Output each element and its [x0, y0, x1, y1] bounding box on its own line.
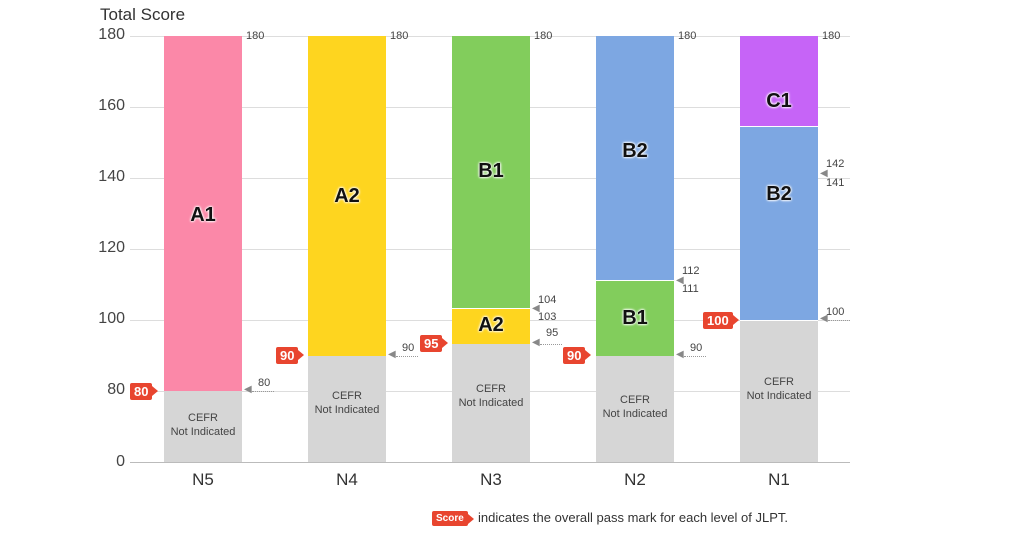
segment-b2: B2	[740, 126, 818, 320]
arrow-left-icon: ◀	[244, 384, 252, 395]
x-label-n4: N4	[336, 470, 358, 489]
segment-label: B2	[766, 183, 792, 205]
mark-n5-bottom: 80	[258, 377, 271, 389]
mark-n1-lower: 141	[826, 177, 845, 189]
x-axis-line	[130, 462, 850, 463]
segment-a1: A1	[164, 36, 242, 391]
segment-label: A1	[190, 204, 216, 226]
x-label-n5: N5	[192, 470, 214, 489]
segment-label: A2	[478, 314, 504, 336]
dotted-leader	[252, 391, 274, 392]
mark-n2-lower: 111	[682, 283, 699, 295]
arrow-left-icon: ◀	[532, 337, 540, 348]
arrow-left-icon: ◀	[532, 303, 540, 314]
cefr-label: CEFR	[332, 390, 362, 402]
cefr-sublabel: Not Indicated	[458, 397, 524, 409]
pass-mark-badge-n5: 80	[130, 383, 160, 400]
pass-mark-badge-n3: 95	[420, 335, 450, 352]
y-tick-0: 0	[116, 453, 125, 470]
arrow-left-icon: ◀	[820, 168, 828, 179]
mark-n1-bottom: 100	[826, 306, 845, 318]
segment-c1: C1	[740, 36, 818, 126]
segment-a2: A2	[452, 308, 530, 344]
segment-b2: B2	[596, 36, 674, 280]
y-tick-140: 140	[98, 168, 125, 185]
cefr-sublabel: Not Indicated	[746, 390, 812, 402]
y-tick-100: 100	[98, 310, 125, 327]
cefr-label: CEFR	[476, 383, 506, 395]
bar-n3: B1 A2 CEFR Not Indicated	[452, 36, 530, 462]
x-label-n2: N2	[624, 470, 646, 489]
segment-a2: A2	[308, 36, 386, 356]
cefr-sublabel: Not Indicated	[602, 408, 668, 420]
legend-score-badge: Score	[432, 511, 474, 526]
y-axis-title: Total Score	[100, 5, 186, 24]
segment-cefr: CEFR Not Indicated	[596, 356, 674, 462]
bar-n5: A1 CEFR Not Indicated	[164, 36, 242, 462]
mark-n3-top: 180	[534, 30, 553, 42]
arrow-left-icon: ◀	[676, 349, 684, 360]
mark-n3-bottom: 95	[546, 327, 559, 339]
y-tick-80: 80	[107, 381, 125, 398]
bar-n4: A2 CEFR Not Indicated	[308, 36, 386, 462]
mark-n2-bottom: 90	[690, 342, 703, 354]
arrow-left-icon: ◀	[676, 275, 684, 286]
bar-n1: C1 B2 CEFR Not Indicated	[740, 36, 818, 462]
segment-b1: B1	[596, 280, 674, 356]
y-tick-120: 120	[98, 239, 125, 256]
segment-label: B1	[478, 160, 504, 182]
cefr-sublabel: Not Indicated	[314, 404, 380, 416]
mark-n2-top: 180	[678, 30, 697, 42]
arrow-left-icon: ◀	[820, 313, 828, 324]
segment-label: C1	[766, 90, 792, 112]
mark-n1-top: 180	[822, 30, 841, 42]
y-tick-180: 180	[98, 26, 125, 43]
x-label-n3: N3	[480, 470, 502, 489]
cefr-label: CEFR	[188, 412, 218, 424]
legend-text: indicates the overall pass mark for each…	[478, 510, 788, 525]
segment-cefr: CEFR Not Indicated	[308, 356, 386, 462]
mark-n1-upper: 142	[826, 158, 845, 170]
dotted-leader	[828, 320, 850, 321]
segment-b1: B1	[452, 36, 530, 308]
segment-label: A2	[334, 185, 360, 207]
mark-n3-lower: 103	[538, 311, 557, 323]
segment-cefr: CEFR Not Indicated	[740, 320, 818, 462]
x-label-n1: N1	[768, 470, 790, 489]
pass-mark-badge-n1: 100	[703, 312, 739, 329]
arrow-left-icon: ◀	[388, 349, 396, 360]
cefr-sublabel: Not Indicated	[170, 426, 236, 438]
segment-label: B1	[622, 307, 648, 329]
pass-mark-badge-n2: 90	[563, 347, 593, 364]
cefr-label: CEFR	[764, 376, 794, 388]
mark-n3-upper: 104	[538, 294, 557, 306]
pass-mark-badge-n4: 90	[276, 347, 306, 364]
dotted-leader	[396, 356, 418, 357]
dotted-leader	[684, 356, 706, 357]
dotted-leader	[540, 344, 562, 345]
segment-cefr: CEFR Not Indicated	[452, 344, 530, 462]
mark-n2-upper: 112	[682, 265, 700, 277]
mark-n5-top: 180	[246, 30, 265, 42]
segment-cefr: CEFR Not Indicated	[164, 391, 242, 462]
mark-n4-bottom: 90	[402, 342, 415, 354]
cefr-label: CEFR	[620, 394, 650, 406]
mark-n4-top: 180	[390, 30, 409, 42]
bar-n2: B2 B1 CEFR Not Indicated	[596, 36, 674, 462]
segment-label: B2	[622, 140, 648, 162]
y-tick-160: 160	[98, 97, 125, 114]
